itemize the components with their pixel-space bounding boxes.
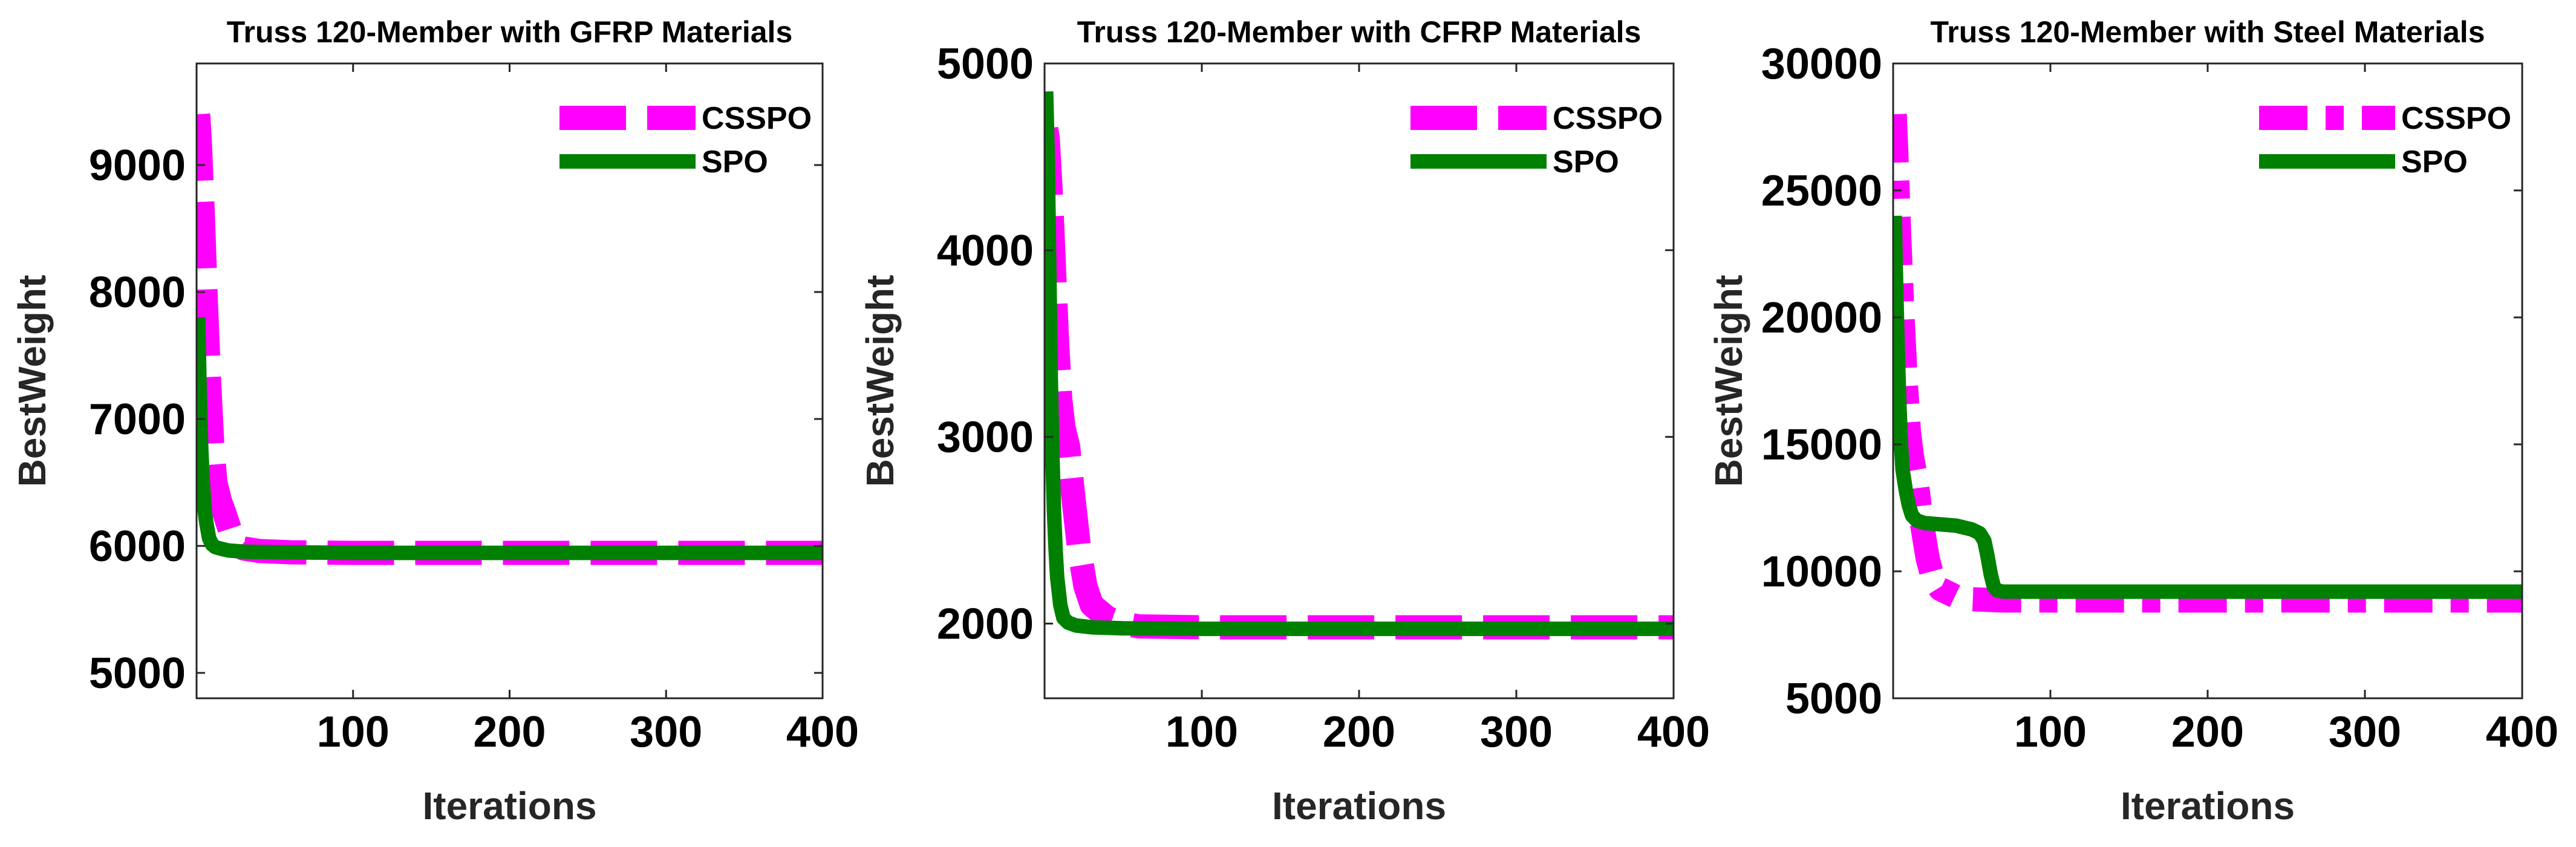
chart2-y-tick-label: 2000 (937, 600, 1034, 648)
chart2-series-spo-line (1045, 91, 1674, 637)
chart3-title: Truss 120-Member with Steel Materials (1930, 15, 2485, 49)
chart2-y-tick-label: 3000 (937, 414, 1034, 462)
chart2-x-tick-label: 300 (1480, 708, 1553, 756)
chart2-title: Truss 120-Member with CFRP Materials (1077, 15, 1642, 49)
chart3-series-csspo-line (1893, 114, 2522, 613)
chart1-y-axis-label: BestWeight (10, 275, 54, 487)
chart2-y-tick-label: 4000 (937, 227, 1034, 275)
chart1-plot-area (197, 63, 823, 698)
chart2-legend-label-spo: SPO (1553, 144, 1619, 180)
chart3-y-tick-label: 15000 (1761, 421, 1882, 469)
chart1: 100 200 300 400 5000 6000 7000 8000 9000 Truss 12… (10, 15, 859, 828)
chart2-legend: CSSPO SPO (1410, 101, 1663, 180)
chart3-x-tick-label: 300 (2329, 708, 2401, 756)
chart3-y-tick-label: 25000 (1761, 167, 1882, 215)
chart2-x-tick-label: 400 (1637, 708, 1710, 756)
chart3-x-axis-label: Iterations (2121, 784, 2295, 828)
chart3-legend-label-csspo: CSSPO (2401, 101, 2511, 136)
chart1-y-tick-label: 8000 (89, 268, 186, 317)
chart2-y-axis-label: BestWeight (858, 275, 902, 487)
chart2-legend-label-csspo: CSSPO (1553, 101, 1663, 136)
chart3: 100 200 300 400 5000 10000 15000 20000 25000 3000… (1707, 15, 2558, 828)
chart2-x-axis-label: Iterations (1272, 784, 1446, 828)
chart1-series-spo-line (197, 317, 823, 560)
chart1-x-tick-label: 200 (473, 708, 546, 756)
chart3-legend-label-spo: SPO (2401, 144, 2468, 180)
chart1-x-tick-label: 100 (317, 708, 390, 756)
chart1-x-tick-label: 400 (786, 708, 859, 756)
chart3-y-tick-label: 5000 (1785, 675, 1882, 723)
chart1-y-tick-label: 6000 (89, 522, 186, 571)
chart2-y-tick-label: 5000 (937, 40, 1034, 88)
chart3-x-tick-label: 100 (2014, 708, 2087, 756)
chart2-x-tick-label: 100 (1166, 708, 1238, 756)
chart1-legend: CSSPO SPO (559, 101, 812, 180)
chart1-y-tick-label: 9000 (89, 141, 186, 190)
chart3-x-tick-label: 400 (2486, 708, 2558, 756)
chart3-y-tick-label: 10000 (1761, 548, 1882, 596)
chart2-x-tick-label: 200 (1323, 708, 1395, 756)
chart2: 100 200 300 400 2000 3000 4000 5000 Truss 120-Me… (858, 15, 1710, 828)
chart1-legend-label-spo: SPO (702, 144, 768, 180)
chart1-y-tick-label: 5000 (89, 649, 186, 698)
chart1-title: Truss 120-Member with GFRP Materials (227, 15, 793, 49)
chart3-legend: CSSPO SPO (2259, 101, 2511, 180)
chart3-x-tick-label: 200 (2171, 708, 2244, 756)
chart1-x-axis-label: Iterations (422, 784, 596, 828)
chart1-legend-label-csspo: CSSPO (702, 101, 812, 136)
chart2-plot-area (1045, 63, 1674, 698)
chart3-y-tick-label: 30000 (1761, 40, 1882, 88)
chart1-y-tick-label: 7000 (89, 395, 186, 444)
chart1-x-tick-label: 300 (630, 708, 702, 756)
chart3-y-axis-label: BestWeight (1707, 275, 1750, 487)
chart3-y-tick-label: 20000 (1761, 294, 1882, 342)
